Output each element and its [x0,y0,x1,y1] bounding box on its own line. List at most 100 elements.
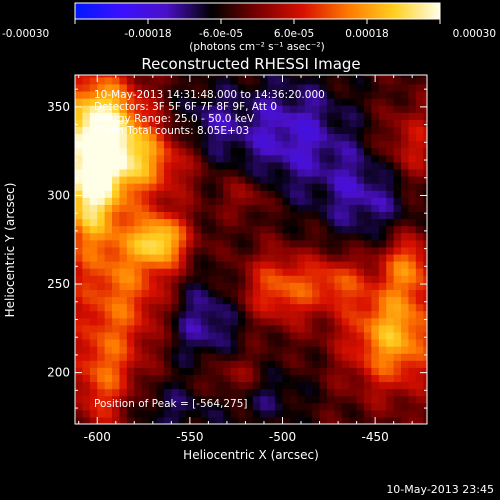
heatmap-cell [386,133,395,142]
annotation-energy: Energy Range: 25.0 - 50.0 keV [94,113,255,125]
heatmap-cell [393,346,402,354]
heatmap-cell [341,346,350,354]
heatmap-cell [312,211,321,220]
heatmap-cell [245,140,254,149]
heatmap-cell [126,331,135,340]
heatmap-cell [334,409,343,418]
heatmap-cell [297,324,306,333]
heatmap-cell [415,232,424,241]
heatmap-cell [104,126,113,135]
heatmap-cell [82,218,91,227]
heatmap-cell [386,239,395,248]
heatmap-cell [297,367,306,375]
heatmap-cell [378,261,387,269]
heatmap-cell [297,183,306,191]
heatmap-cell [304,75,313,78]
heatmap-cell [349,246,358,255]
heatmap-cell [312,161,321,170]
heatmap-cell [304,147,313,156]
heatmap-cell [163,303,172,312]
heatmap-cell [341,204,350,213]
heatmap-cell [82,126,91,135]
heatmap-cell [312,126,321,135]
heatmap-cell [134,395,143,404]
heatmap-cell [423,175,427,184]
heatmap-cell [260,289,269,298]
heatmap-cell [386,253,395,262]
heatmap-cell [156,147,165,156]
heatmap-cell [252,346,261,354]
heatmap-cell [252,239,261,248]
heatmap-cell [134,367,143,375]
heatmap-cell [200,112,209,120]
heatmap-cell [297,416,306,424]
heatmap-cell [275,346,284,354]
heatmap-cell [75,317,84,326]
heatmap-cell [364,360,373,368]
heatmap-cell [215,289,224,298]
heatmap-cell [349,168,358,177]
heatmap-cell [267,211,276,220]
heatmap-cell [171,98,180,106]
heatmap-cell [134,105,143,113]
heatmap-cell [238,346,247,354]
heatmap-cell [200,197,209,205]
heatmap-cell [104,360,113,368]
heatmap-cell [134,253,143,262]
heatmap-cell [341,303,350,312]
heatmap-cell [89,112,98,120]
heatmap-cell [223,90,232,99]
heatmap-cell [260,338,269,347]
heatmap-cell [126,140,135,149]
heatmap-cell [349,346,358,354]
heatmap-cell [260,324,269,333]
heatmap-cell [408,197,417,205]
heatmap-cell [223,289,232,298]
heatmap-cell [178,161,187,170]
heatmap-cell [378,211,387,220]
heatmap-cell [341,324,350,333]
heatmap-cell [371,296,380,305]
heatmap-cell [267,83,276,92]
heatmap-cell [252,105,261,113]
heatmap-cell [215,282,224,290]
heatmap-cell [423,133,427,142]
heatmap-cell [119,154,128,163]
x-axis-label: Heliocentric X (arcsec) [183,448,319,462]
heatmap-cell [104,154,113,163]
heatmap-cell [393,133,402,142]
heatmap-cell [423,168,427,177]
heatmap-cell [200,98,209,106]
heatmap-cell [267,395,276,404]
heatmap-cell [304,303,313,312]
heatmap-cell [112,253,121,262]
heatmap-cell [223,225,232,234]
heatmap-cell [193,360,202,368]
annotation-peak: Position of Peak = [-564,275] [94,398,248,410]
heatmap-cell [104,75,113,78]
heatmap-cell [119,175,128,184]
heatmap-cell [267,76,276,85]
heatmap-cell [378,395,387,404]
heatmap-cell [364,76,373,85]
heatmap-cell [223,168,232,177]
heatmap-cell [401,296,410,305]
heatmap-cell [215,211,224,220]
heatmap-cell [223,119,232,127]
heatmap-cell [89,204,98,213]
heatmap-cell [378,416,387,424]
heatmap-cell [89,246,98,255]
heatmap-cell [297,346,306,354]
heatmap-cell [97,282,106,290]
heatmap-cell [378,197,387,205]
heatmap-cell [126,360,135,368]
heatmap-cell [371,225,380,234]
heatmap-cell [341,105,350,113]
heatmap-cell [349,374,358,383]
heatmap-cell [141,76,150,85]
heatmap-cell [275,360,284,368]
heatmap-cell [334,374,343,383]
heatmap-cell [112,90,121,99]
heatmap-cell [326,296,335,305]
heatmap-cell [252,353,261,361]
